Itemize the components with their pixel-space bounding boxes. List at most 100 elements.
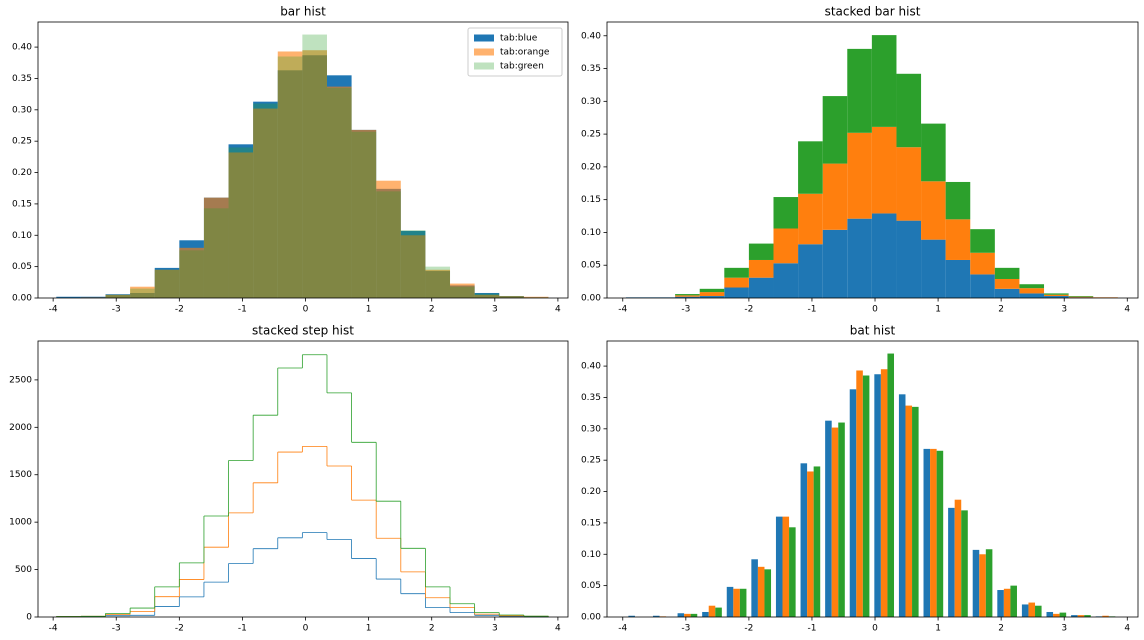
bar xyxy=(921,123,946,182)
y-tick-label: 0.30 xyxy=(581,424,601,434)
bar xyxy=(105,294,131,298)
y-tick-label: 2500 xyxy=(9,375,32,385)
axes-frame xyxy=(606,21,1139,299)
bar xyxy=(726,586,734,617)
bar xyxy=(724,287,749,298)
bar xyxy=(757,566,765,617)
bar xyxy=(961,510,968,617)
x-tick-label: 4 xyxy=(555,305,561,315)
bar xyxy=(880,369,888,617)
bar xyxy=(822,96,848,164)
bar xyxy=(1044,294,1069,297)
y-tick-label: 0.40 xyxy=(581,31,601,41)
bar xyxy=(499,296,524,298)
bar xyxy=(825,420,832,617)
y-tick-label: 0.10 xyxy=(12,231,32,241)
bar xyxy=(675,295,700,297)
bar xyxy=(798,141,823,194)
bar xyxy=(203,197,229,298)
bar xyxy=(751,559,758,617)
legend-label: tab:blue xyxy=(500,34,538,44)
y-tick-label: 1000 xyxy=(9,518,32,528)
bar xyxy=(154,269,180,298)
bar xyxy=(253,103,278,298)
bar xyxy=(1077,615,1085,617)
y-tick-label: 0.35 xyxy=(581,393,601,403)
x-tick-label: -3 xyxy=(112,624,121,634)
axes-frame xyxy=(606,340,1139,618)
x-tick-label: -4 xyxy=(49,305,58,315)
bar xyxy=(847,218,872,298)
bar xyxy=(302,34,327,298)
x-tick-label: 4 xyxy=(1124,624,1130,634)
x-tick-label: 1 xyxy=(935,305,941,315)
bar xyxy=(985,549,993,617)
x-tick-label: -2 xyxy=(744,305,753,315)
bar xyxy=(179,250,204,298)
bar xyxy=(1021,604,1029,617)
bar xyxy=(450,286,475,298)
bar xyxy=(652,615,660,617)
bar xyxy=(326,87,352,298)
bar xyxy=(945,181,971,220)
bar xyxy=(677,613,685,617)
y-tick-label: 0.15 xyxy=(581,518,601,528)
x-tick-label: -2 xyxy=(744,624,753,634)
bar xyxy=(675,296,700,298)
bar xyxy=(1059,612,1067,617)
bar xyxy=(972,549,980,617)
legend-label: tab:orange xyxy=(500,48,550,58)
bar xyxy=(228,147,254,298)
x-tick-label: 3 xyxy=(492,305,498,315)
x-tick-label: -3 xyxy=(112,305,121,315)
bar xyxy=(474,293,500,298)
bar xyxy=(945,219,971,260)
x-tick-label: 4 xyxy=(555,624,561,634)
x-tick-label: 2 xyxy=(998,624,1004,634)
bar xyxy=(1019,284,1045,289)
bar xyxy=(874,374,881,617)
bar xyxy=(847,132,872,219)
bar xyxy=(997,590,1004,617)
chart-title: bat hist xyxy=(850,324,896,338)
x-tick-label: -1 xyxy=(238,624,247,634)
bar xyxy=(376,191,401,298)
x-tick-label: 1 xyxy=(366,624,372,634)
legend-swatch xyxy=(474,62,494,70)
bar xyxy=(887,353,895,617)
bar xyxy=(450,283,475,298)
bar xyxy=(228,152,254,298)
y-tick-label: 0.20 xyxy=(581,487,601,497)
y-tick-label: 0.25 xyxy=(581,130,601,140)
bar xyxy=(954,499,962,617)
bar xyxy=(474,294,500,298)
bar xyxy=(970,274,995,298)
bar xyxy=(400,235,426,298)
x-tick-label: 2 xyxy=(429,624,435,634)
bar xyxy=(105,294,131,298)
bar xyxy=(764,569,772,617)
bar xyxy=(1019,288,1045,294)
bar xyxy=(1035,605,1042,617)
bar xyxy=(798,244,823,298)
bar xyxy=(921,181,946,240)
y-tick-label: 1500 xyxy=(9,470,32,480)
bar xyxy=(970,252,995,275)
bar xyxy=(277,56,303,298)
x-tick-label: -1 xyxy=(807,305,816,315)
x-tick-label: -4 xyxy=(618,624,627,634)
y-tick-label: 0.10 xyxy=(581,550,601,560)
bar xyxy=(1084,615,1091,617)
bar xyxy=(773,263,799,298)
bar xyxy=(773,228,799,264)
x-tick-label: -3 xyxy=(681,305,690,315)
bar xyxy=(699,288,725,293)
bar xyxy=(1071,615,1078,617)
bar xyxy=(1010,585,1017,617)
bar xyxy=(979,554,986,617)
y-tick-label: 0.35 xyxy=(12,74,32,84)
bar xyxy=(994,288,1020,298)
bar xyxy=(130,286,155,298)
bar xyxy=(856,370,863,617)
